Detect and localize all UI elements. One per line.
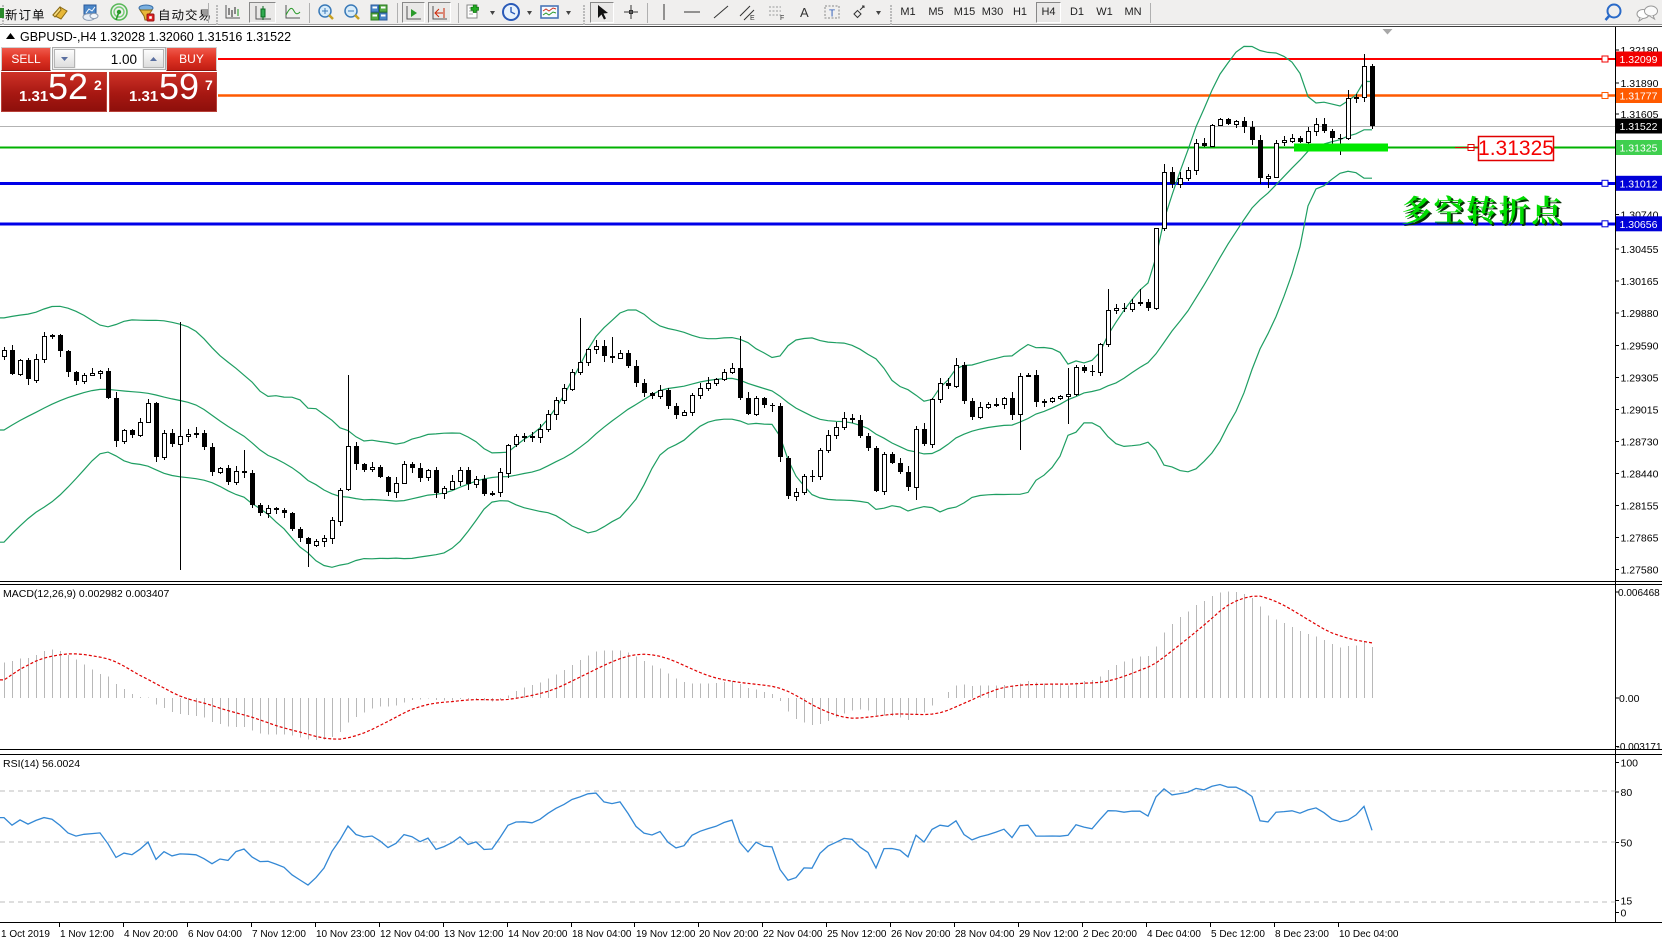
svg-text:20 Nov 20:00: 20 Nov 20:00 [699,929,759,940]
svg-text:1.31890: 1.31890 [1621,78,1659,90]
svg-text:1.31325: 1.31325 [1478,137,1554,160]
svg-text:10 Nov 23:00: 10 Nov 23:00 [316,929,376,940]
svg-text:1.28440: 1.28440 [1621,469,1659,481]
svg-text:29 Nov 12:00: 29 Nov 12:00 [1019,929,1079,940]
svg-text:1.29880: 1.29880 [1621,308,1659,320]
svg-text:100: 100 [1621,757,1639,769]
svg-text:7 Nov 12:00: 7 Nov 12:00 [252,929,306,940]
svg-text:15: 15 [1621,896,1633,908]
svg-text:2 Dec 20:00: 2 Dec 20:00 [1083,929,1137,940]
svg-text:1.27865: 1.27865 [1621,533,1659,545]
svg-text:1.28155: 1.28155 [1621,501,1659,513]
svg-text:50: 50 [1621,837,1633,849]
svg-text:1.29305: 1.29305 [1621,372,1659,384]
svg-text:1.29015: 1.29015 [1621,404,1659,416]
svg-text:22 Nov 04:00: 22 Nov 04:00 [763,929,823,940]
svg-text:26 Nov 20:00: 26 Nov 20:00 [891,929,951,940]
svg-text:80: 80 [1621,787,1633,799]
svg-text:4 Nov 20:00: 4 Nov 20:00 [124,929,178,940]
svg-text:14 Nov 20:00: 14 Nov 20:00 [508,929,568,940]
svg-text:12 Nov 04:00: 12 Nov 04:00 [380,929,440,940]
svg-text:-0.003171: -0.003171 [1617,742,1662,753]
svg-text:13 Nov 12:00: 13 Nov 12:00 [444,929,504,940]
svg-text:1.28730: 1.28730 [1621,437,1659,449]
svg-text:1.31777: 1.31777 [1620,91,1658,103]
svg-text:19 Nov 12:00: 19 Nov 12:00 [636,929,696,940]
svg-text:6 Nov 04:00: 6 Nov 04:00 [188,929,242,940]
svg-text:1.29590: 1.29590 [1621,340,1659,352]
svg-text:1.30656: 1.30656 [1620,219,1658,231]
svg-text:A: A [800,5,809,20]
svg-text:1.30165: 1.30165 [1621,276,1659,288]
svg-text:28 Nov 04:00: 28 Nov 04:00 [955,929,1015,940]
svg-text:10 Dec 04:00: 10 Dec 04:00 [1339,929,1399,940]
svg-text:E: E [750,15,755,22]
svg-text:1.31522: 1.31522 [1620,121,1658,133]
svg-text:0.006468: 0.006468 [1618,588,1660,599]
svg-text:5 Dec 12:00: 5 Dec 12:00 [1211,929,1265,940]
svg-text:0: 0 [1621,907,1627,919]
svg-text:0.00: 0.00 [1619,693,1640,705]
svg-text:25 Nov 12:00: 25 Nov 12:00 [827,929,887,940]
svg-text:1.31012: 1.31012 [1620,179,1658,191]
svg-text:1.27580: 1.27580 [1621,565,1659,577]
svg-text:MACD(12,26,9) 0.002982 0.00340: MACD(12,26,9) 0.002982 0.003407 [3,588,170,600]
svg-text:18 Nov 04:00: 18 Nov 04:00 [572,929,632,940]
svg-text:1 Oct 2019: 1 Oct 2019 [1,929,50,940]
svg-text:GBPUSD-,H4 1.32028 1.32060 1.: GBPUSD-,H4 1.32028 1.32060 1.31516 1.315… [20,30,291,44]
svg-text:1.31605: 1.31605 [1621,109,1659,121]
svg-text:T: T [829,9,835,20]
svg-text:8 Dec 23:00: 8 Dec 23:00 [1275,929,1329,940]
svg-text:1.31325: 1.31325 [1620,143,1658,155]
svg-text:RSI(14) 56.0024: RSI(14) 56.0024 [3,758,80,770]
svg-text:4 Dec 04:00: 4 Dec 04:00 [1147,929,1201,940]
svg-text:1.32099: 1.32099 [1620,54,1658,66]
svg-text:F: F [780,15,784,22]
svg-text:1.30455: 1.30455 [1621,244,1659,256]
svg-text:1 Nov 12:00: 1 Nov 12:00 [60,929,114,940]
